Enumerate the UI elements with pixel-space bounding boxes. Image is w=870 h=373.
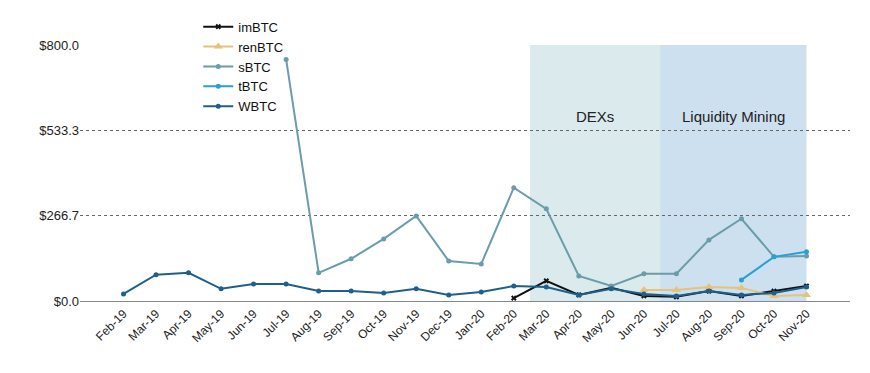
svg-text:Aug-20: Aug-20 [678,307,715,344]
svg-text:Jun-19: Jun-19 [224,307,260,343]
svg-text:$533.3: $533.3 [39,123,79,138]
svg-text:DEXs: DEXs [576,108,614,125]
svg-text:tBTC: tBTC [238,79,268,94]
svg-text:Sep-20: Sep-20 [711,307,748,344]
svg-text:Oct-20: Oct-20 [745,307,781,343]
svg-text:Jun-20: Jun-20 [614,307,650,343]
svg-text:Liquidity Mining: Liquidity Mining [682,108,785,125]
svg-text:$266.7: $266.7 [39,208,79,223]
svg-text:Nov-20: Nov-20 [776,307,813,344]
svg-text:Sep-19: Sep-19 [320,307,357,344]
svg-text:Mar-20: Mar-20 [516,307,553,344]
svg-text:Dec-19: Dec-19 [418,307,455,344]
svg-text:Nov-19: Nov-19 [385,307,422,344]
svg-text:Aug-19: Aug-19 [288,307,325,344]
svg-text:Jul-20: Jul-20 [650,307,683,340]
svg-text:Jan-20: Jan-20 [452,307,488,343]
svg-text:Feb-19: Feb-19 [93,307,130,344]
svg-text:Feb-20: Feb-20 [483,307,520,344]
svg-text:sBTC: sBTC [238,60,271,75]
svg-text:imBTC: imBTC [238,20,278,35]
svg-text:Jul-19: Jul-19 [259,307,292,340]
svg-text:renBTC: renBTC [238,40,283,55]
svg-text:Apr-20: Apr-20 [550,307,586,343]
svg-text:$800.0: $800.0 [39,38,79,53]
svg-text:$0.0: $0.0 [54,294,79,309]
svg-text:WBTC: WBTC [238,99,276,114]
svg-text:Mar-19: Mar-19 [126,307,163,344]
svg-text:Apr-19: Apr-19 [160,307,196,343]
svg-text:Oct-19: Oct-19 [355,307,391,343]
svg-text:May-19: May-19 [189,307,227,345]
svg-text:May-20: May-20 [580,307,618,345]
